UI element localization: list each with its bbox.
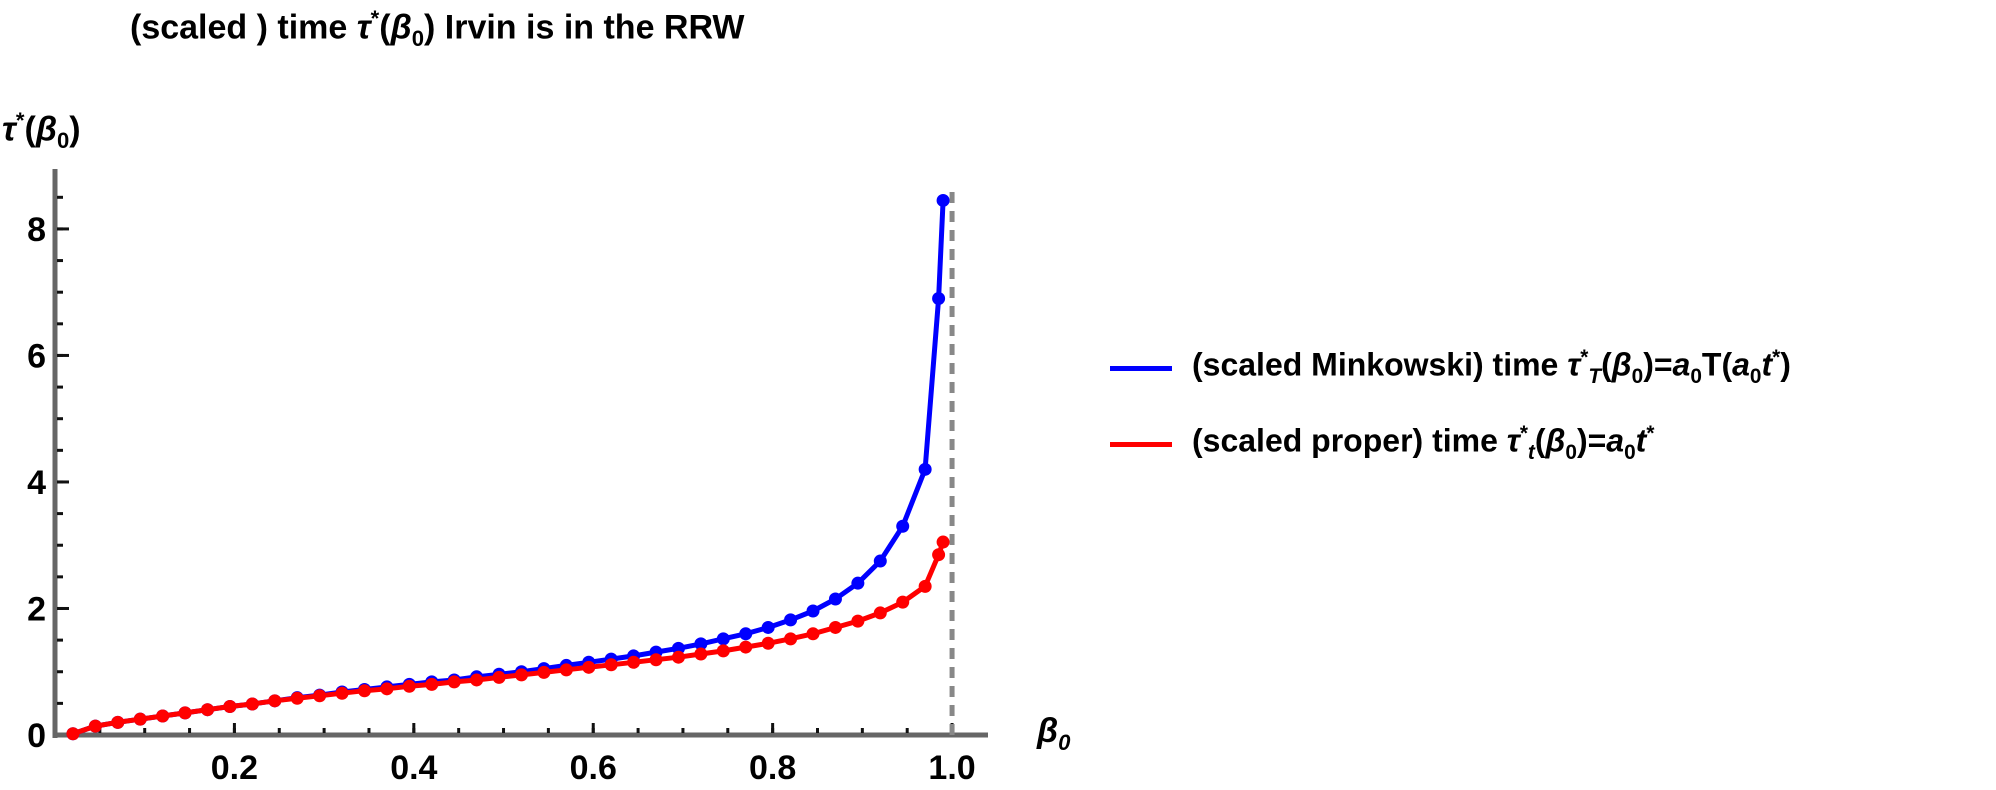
data-point bbox=[918, 462, 932, 476]
x-tick-label: 1.0 bbox=[928, 749, 975, 787]
legend-item-minkowski: (scaled Minkowski) time τ*T(β0)=a0T(a0t*… bbox=[1110, 330, 1791, 406]
data-point bbox=[784, 613, 798, 627]
data-point bbox=[936, 193, 950, 207]
data-point bbox=[88, 719, 102, 733]
x-tick-label: 0.2 bbox=[211, 749, 258, 787]
data-point bbox=[761, 636, 775, 650]
y-tick-label: 6 bbox=[27, 337, 46, 375]
data-point bbox=[851, 576, 865, 590]
data-point bbox=[828, 620, 842, 634]
data-point bbox=[313, 689, 327, 703]
legend-swatch-red bbox=[1110, 441, 1172, 447]
data-point bbox=[537, 665, 551, 679]
data-point bbox=[111, 715, 125, 729]
data-point bbox=[761, 620, 775, 634]
x-tick-label: 0.6 bbox=[570, 749, 617, 787]
tick-labels: 0.2 0.4 0.6 0.8 1.0 0 2 4 6 8 bbox=[27, 211, 976, 787]
data-point bbox=[896, 595, 910, 609]
data-point bbox=[290, 691, 304, 705]
data-point bbox=[739, 627, 753, 641]
data-point bbox=[671, 650, 685, 664]
legend: (scaled Minkowski) time τ*T(β0)=a0T(a0t*… bbox=[1110, 330, 1791, 482]
data-point bbox=[784, 632, 798, 646]
minkowski-line bbox=[72, 200, 946, 737]
data-point bbox=[425, 677, 439, 691]
data-point bbox=[873, 554, 887, 568]
data-point bbox=[357, 684, 371, 698]
data-point bbox=[694, 647, 708, 661]
chart-title: (scaled ) time τ*(β0) Irvin is in the RR… bbox=[130, 6, 745, 52]
data-point bbox=[694, 637, 708, 651]
data-point bbox=[514, 668, 528, 682]
data-point bbox=[873, 606, 887, 620]
series-proper bbox=[66, 535, 950, 741]
legend-label-minkowski: (scaled Minkowski) time τ*T(β0)=a0T(a0t*… bbox=[1192, 346, 1791, 389]
data-point bbox=[156, 709, 170, 723]
legend-item-proper: (scaled proper) time τ*t(β0)=a0t* bbox=[1110, 406, 1791, 482]
data-point bbox=[447, 675, 461, 689]
data-point bbox=[604, 658, 618, 672]
data-point bbox=[223, 700, 237, 714]
y-tick-label: 2 bbox=[27, 590, 46, 628]
x-axis-label: β0 bbox=[1037, 712, 1071, 755]
data-point bbox=[66, 727, 80, 741]
y-axis-label: τ*(β0) bbox=[2, 108, 81, 154]
data-point bbox=[806, 627, 820, 641]
data-point bbox=[627, 655, 641, 669]
data-point bbox=[932, 292, 946, 306]
data-point bbox=[896, 519, 910, 533]
data-point bbox=[716, 632, 730, 646]
data-point bbox=[739, 640, 753, 654]
data-point bbox=[178, 706, 192, 720]
data-point bbox=[133, 712, 147, 726]
legend-swatch-blue bbox=[1110, 365, 1172, 371]
y-tick-label: 0 bbox=[27, 717, 46, 755]
series-minkowski bbox=[66, 193, 950, 741]
data-point bbox=[851, 614, 865, 628]
data-point bbox=[932, 548, 946, 562]
data-point bbox=[716, 644, 730, 658]
data-point bbox=[918, 579, 932, 593]
data-point bbox=[559, 663, 573, 677]
legend-label-proper: (scaled proper) time τ*t(β0)=a0t* bbox=[1192, 422, 1655, 465]
data-point bbox=[828, 592, 842, 606]
data-point bbox=[806, 604, 820, 618]
x-tick-label: 0.8 bbox=[749, 749, 796, 787]
data-point bbox=[380, 682, 394, 696]
data-point bbox=[649, 653, 663, 667]
data-point bbox=[201, 703, 214, 717]
x-tick-label: 0.4 bbox=[390, 749, 437, 787]
data-point bbox=[402, 679, 416, 693]
series-layer bbox=[66, 193, 950, 741]
axes bbox=[52, 169, 988, 738]
data-point bbox=[492, 670, 506, 684]
data-point bbox=[245, 697, 259, 711]
data-point bbox=[936, 535, 950, 549]
y-tick-label: 8 bbox=[27, 211, 46, 249]
data-point bbox=[335, 686, 349, 700]
data-point bbox=[582, 660, 596, 674]
y-tick-label: 4 bbox=[27, 464, 46, 502]
data-point bbox=[268, 694, 282, 708]
data-point bbox=[470, 673, 484, 687]
